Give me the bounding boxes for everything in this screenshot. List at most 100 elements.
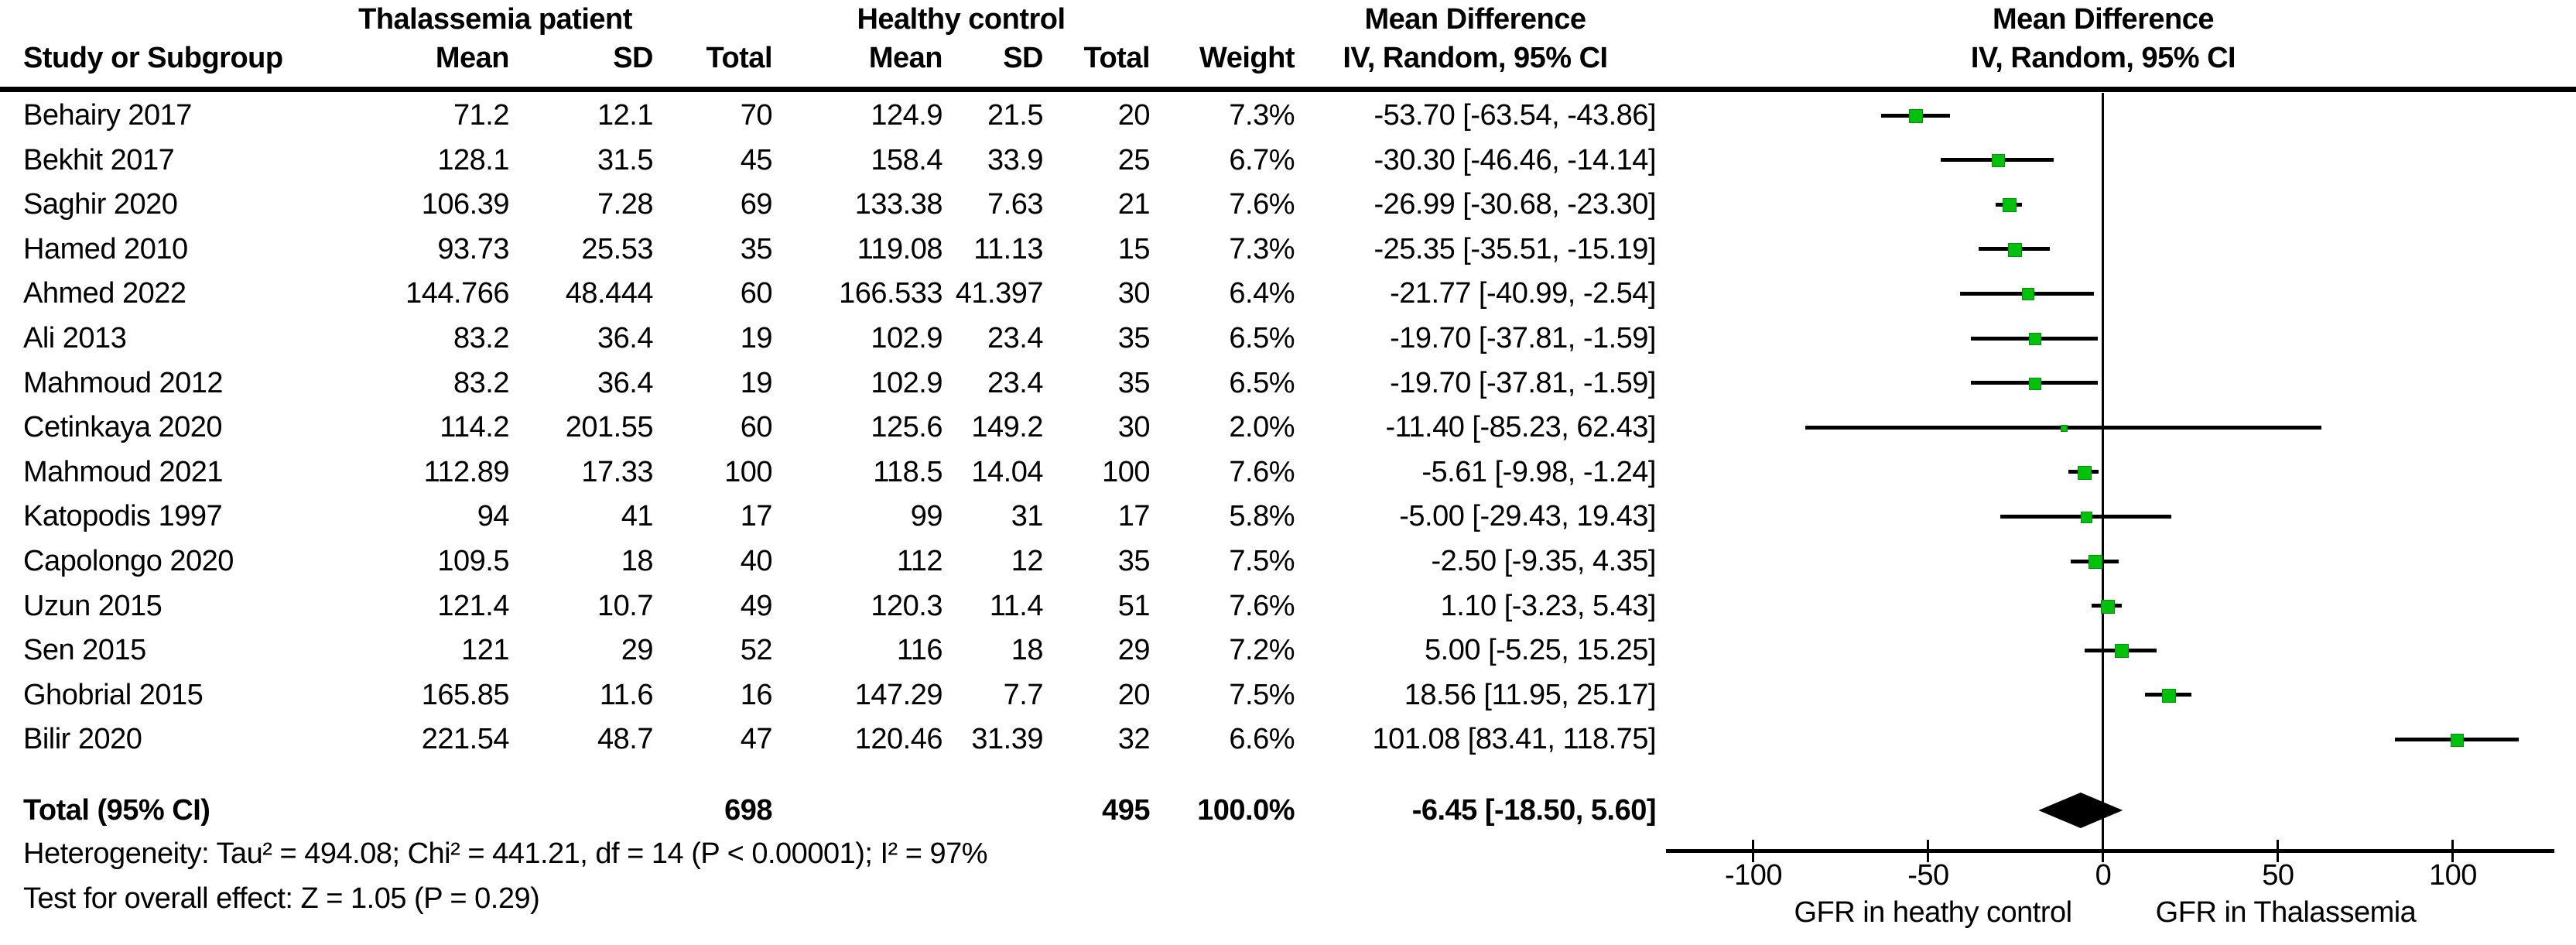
thal-total-cell: 19 [740, 322, 773, 354]
study-row: Katopodis 1997 94 41 17 99 31 17 5.8% -5.00 [-29… [0, 494, 1657, 539]
weight-cell: 7.6% [1229, 455, 1295, 488]
study-row: Bilir 2020 221.54 48.7 47 120.46 31.39 32 6.6% 1… [0, 717, 1657, 762]
thal-sd-cell: 31.5 [597, 143, 653, 176]
control-total-cell: 51 [1117, 589, 1151, 622]
ci-label-cell: 1.10 [-3.23, 5.43] [1440, 589, 1657, 622]
group-header-mean-difference-text: Mean Difference [1364, 3, 1586, 36]
ci-label-cell: -30.30 [-46.46, -14.14] [1374, 143, 1656, 176]
control-total-cell: 35 [1117, 545, 1151, 577]
control-mean-cell: 119.08 [857, 232, 943, 265]
axis-tick-label: 50 [2262, 859, 2294, 892]
study-name-cell: Bekhit 2017 [23, 143, 175, 176]
control-total-cell: 32 [1117, 723, 1151, 756]
thal-total-cell: 45 [740, 143, 773, 176]
thal-mean-cell: 112.89 [423, 455, 510, 488]
weight-cell: 7.2% [1229, 634, 1295, 667]
col-header-control-total: Total [1083, 42, 1151, 74]
thal-mean-cell: 109.5 [437, 545, 509, 577]
ci-label-cell: -11.40 [-85.23, 62.43] [1385, 411, 1656, 444]
axis-tick [1752, 840, 1755, 862]
weight-cell: 5.8% [1229, 500, 1295, 533]
study-point-marker [2060, 424, 2068, 432]
study-row: Hamed 2010 93.73 25.53 35 119.08 11.13 15 7.3% -… [0, 227, 1657, 272]
weight-cell: 6.5% [1229, 366, 1295, 399]
thal-total-cell: 16 [740, 678, 773, 711]
thal-sd-cell: 17.33 [581, 455, 653, 488]
control-total-cell: 30 [1117, 277, 1151, 310]
control-total-cell: 25 [1117, 143, 1151, 176]
study-point-marker [2088, 555, 2102, 569]
thal-total-cell: 47 [740, 723, 773, 756]
thal-mean-cell: 93.73 [437, 232, 509, 265]
study-name-cell: Saghir 2020 [23, 188, 178, 221]
thal-total-cell: 52 [740, 634, 773, 667]
axis-tick [2451, 840, 2455, 862]
study-name-cell: Bilir 2020 [23, 723, 142, 756]
group-header-healthy-control: Healthy control [857, 3, 1066, 36]
ci-label-cell: -19.70 [-37.81, -1.59] [1390, 366, 1656, 399]
control-mean-cell: 102.9 [871, 322, 942, 354]
col-header-weight: Weight [1199, 42, 1295, 74]
study-name-cell: Ghobrial 2015 [23, 678, 204, 711]
control-total-cell: 29 [1117, 634, 1151, 667]
axis-tick-label: 0 [2095, 859, 2112, 892]
control-mean-cell: 133.38 [854, 188, 943, 221]
total-control-n: 495 [1102, 794, 1150, 827]
thal-sd-cell: 25.53 [581, 232, 653, 265]
control-total-cell: 20 [1117, 678, 1151, 711]
thal-mean-cell: 71.2 [453, 99, 509, 132]
study-point-marker [2114, 644, 2129, 659]
thal-mean-cell: 121 [461, 634, 509, 667]
ci-label-cell: 5.00 [-5.25, 15.25] [1425, 634, 1656, 667]
control-mean-cell: 147.29 [854, 678, 943, 711]
control-mean-cell: 125.6 [871, 411, 942, 444]
control-sd-cell: 23.4 [987, 366, 1043, 399]
thal-mean-cell: 128.1 [437, 143, 509, 176]
study-point-marker [2100, 599, 2115, 614]
thal-sd-cell: 10.7 [597, 589, 653, 622]
thal-total-cell: 70 [740, 99, 773, 132]
study-row: Capolongo 2020 109.5 18 40 112 12 35 7.5% -2.50 … [0, 539, 1657, 584]
control-mean-cell: 124.9 [871, 99, 942, 132]
x-axis-label-right: GFR in Thalassemia [2155, 896, 2417, 929]
thal-sd-cell: 11.6 [599, 678, 654, 711]
study-row: Ghobrial 2015 165.85 11.6 16 147.29 7.7 20 7.5%… [0, 673, 1657, 717]
thal-total-cell: 49 [740, 589, 773, 622]
col-header-thal-sd: SD [613, 42, 653, 74]
axis-tick [2102, 840, 2105, 862]
study-point-marker [2161, 688, 2176, 703]
study-name-cell: Uzun 2015 [23, 589, 162, 622]
thal-mean-cell: 83.2 [453, 322, 509, 354]
ci-label-cell: -26.99 [-30.68, -23.30] [1374, 188, 1656, 221]
control-sd-cell: 12 [1011, 545, 1044, 577]
study-row: Ali 2013 83.2 36.4 19 102.9 23.4 35 6.5% -19.70 … [0, 316, 1657, 361]
weight-cell: 2.0% [1229, 411, 1295, 444]
ci-label-cell: 18.56 [11.95, 25.17] [1404, 678, 1657, 711]
col-header-study: Study or Subgroup [23, 42, 283, 74]
x-axis [1666, 849, 2554, 853]
study-point-marker [1991, 154, 2005, 168]
total-label: Total (95% CI) [23, 794, 210, 827]
thal-sd-cell: 12.1 [597, 99, 653, 132]
control-total-cell: 35 [1117, 366, 1151, 399]
study-row: Cetinkaya 2020 114.2 201.55 60 125.6 149.2 30 2… [0, 405, 1657, 450]
thal-sd-cell: 7.28 [597, 188, 653, 221]
thal-mean-cell: 83.2 [453, 366, 509, 399]
control-total-cell: 30 [1117, 411, 1151, 444]
axis-tick [2277, 840, 2280, 862]
thal-sd-cell: 41 [621, 500, 654, 533]
axis-tick-label: -50 [1907, 859, 1949, 892]
thal-sd-cell: 29 [621, 634, 654, 667]
study-name-cell: Cetinkaya 2020 [23, 411, 223, 444]
study-point-marker [2002, 198, 2017, 213]
ci-label-cell: 101.08 [83.41, 118.75] [1372, 723, 1656, 756]
study-point-marker [2028, 377, 2041, 390]
control-mean-cell: 158.4 [871, 143, 942, 176]
study-point-marker [2451, 733, 2465, 747]
ci-label-cell: -21.77 [-40.99, -2.54] [1390, 277, 1656, 310]
control-sd-cell: 33.9 [987, 143, 1043, 176]
thal-mean-cell: 165.85 [421, 678, 510, 711]
thal-mean-cell: 121.4 [437, 589, 509, 622]
group-header-mean-difference-plot: Mean Difference [1992, 3, 2215, 36]
study-point-marker [1909, 109, 1924, 123]
